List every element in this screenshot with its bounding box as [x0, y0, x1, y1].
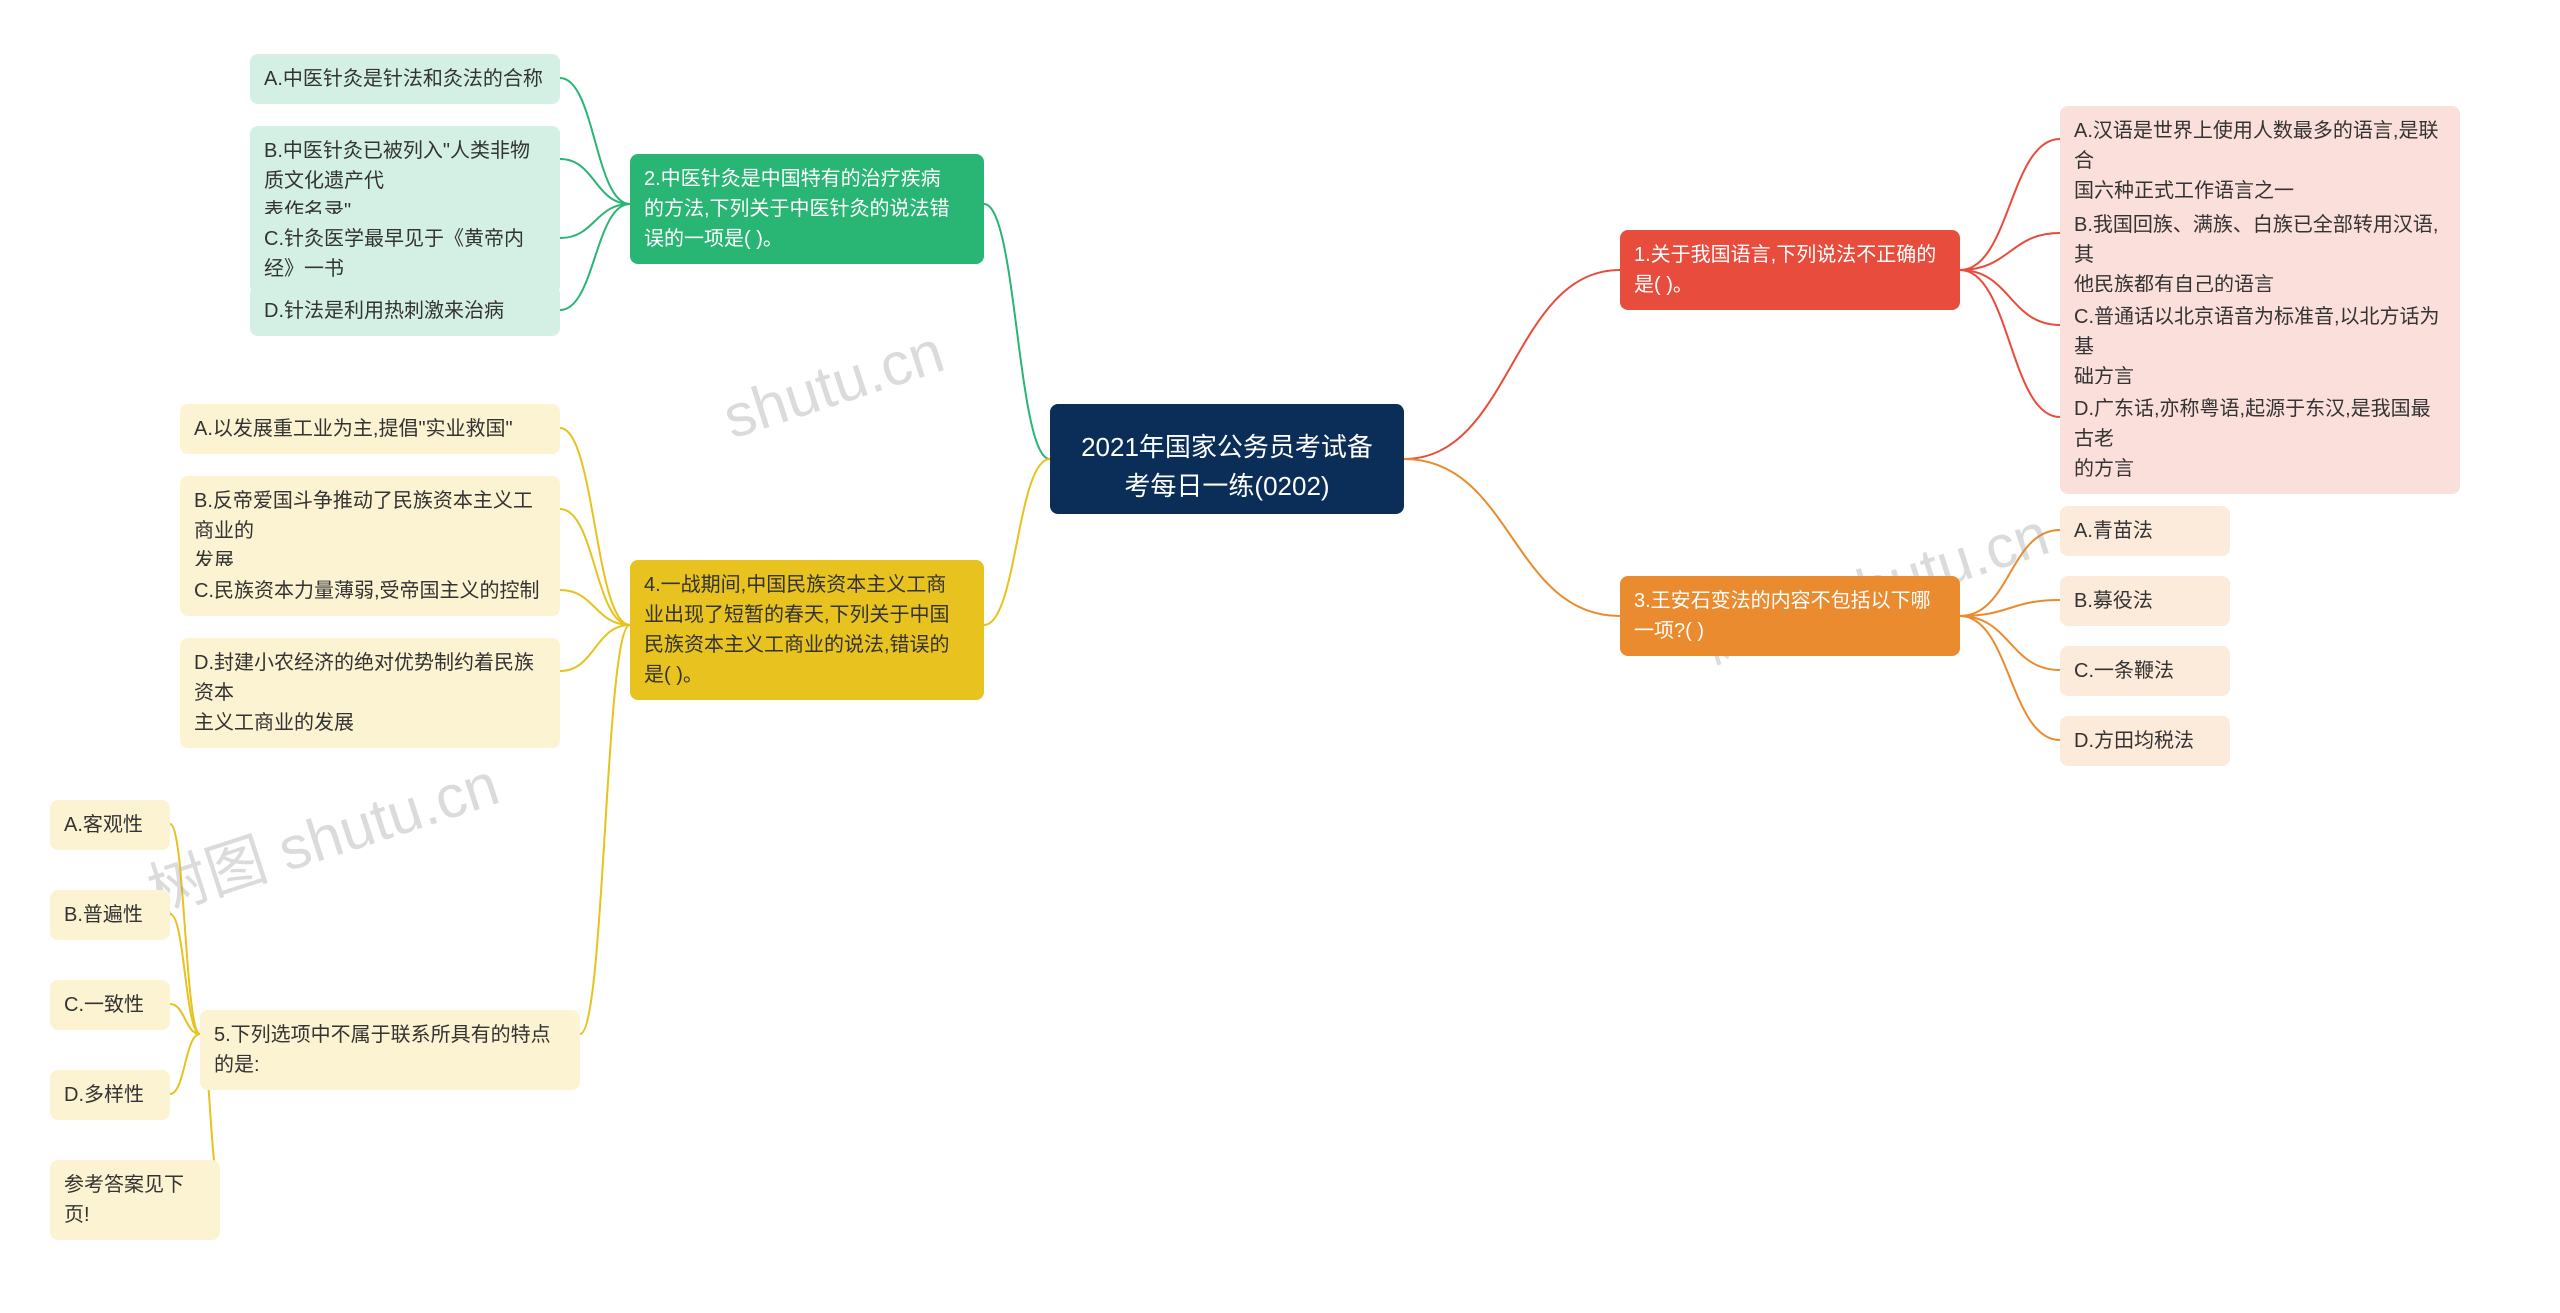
leaf-q5-3[interactable]: D.多样性	[50, 1070, 170, 1120]
branch-q4[interactable]: 4.一战期间,中国民族资本主义工商业出现了短暂的春天,下列关于中国民族资本主义工…	[630, 560, 984, 700]
leaf-q4-0[interactable]: A.以发展重工业为主,提倡"实业救国"	[180, 404, 560, 454]
watermark: shutu.cn	[715, 317, 952, 453]
leaf-q2-2[interactable]: C.针灸医学最早见于《黄帝内经》一书	[250, 214, 560, 294]
leaf-q2-3[interactable]: D.针法是利用热刺激来治病	[250, 286, 560, 336]
watermark: 树图 shutu.cn	[135, 736, 508, 931]
leaf-q5-1[interactable]: B.普遍性	[50, 890, 170, 940]
branch-q1[interactable]: 1.关于我国语言,下列说法不正确的是( )。	[1620, 230, 1960, 310]
leaf-q3-1[interactable]: B.募役法	[2060, 576, 2230, 626]
leaf-q5-0[interactable]: A.客观性	[50, 800, 170, 850]
leaf-q1-3[interactable]: D.广东话,亦称粤语,起源于东汉,是我国最古老的方言	[2060, 384, 2460, 494]
leaf-q3-0[interactable]: A.青苗法	[2060, 506, 2230, 556]
leaf-q2-0[interactable]: A.中医针灸是针法和灸法的合称	[250, 54, 560, 104]
leaf-q4-3[interactable]: D.封建小农经济的绝对优势制约着民族资本主义工商业的发展	[180, 638, 560, 748]
mindmap-root[interactable]: 2021年国家公务员考试备考每日一练(0202)	[1050, 404, 1404, 514]
branch-q2[interactable]: 2.中医针灸是中国特有的治疗疾病的方法,下列关于中医针灸的说法错误的一项是( )…	[630, 154, 984, 264]
leaf-q5-4[interactable]: 参考答案见下页!	[50, 1160, 220, 1240]
leaf-q5-2[interactable]: C.一致性	[50, 980, 170, 1030]
branch-q3[interactable]: 3.王安石变法的内容不包括以下哪一项?( )	[1620, 576, 1960, 656]
branch-q5[interactable]: 5.下列选项中不属于联系所具有的特点的是:	[200, 1010, 580, 1090]
leaf-q3-2[interactable]: C.一条鞭法	[2060, 646, 2230, 696]
leaf-q3-3[interactable]: D.方田均税法	[2060, 716, 2230, 766]
leaf-q4-2[interactable]: C.民族资本力量薄弱,受帝国主义的控制	[180, 566, 560, 616]
